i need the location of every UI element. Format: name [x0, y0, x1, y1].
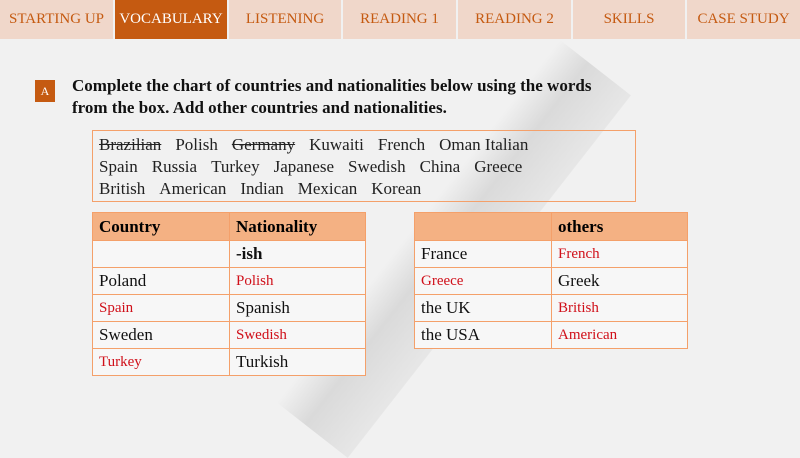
nationality-cell: British [551, 294, 688, 322]
tab-reading-2[interactable]: READING 2 [458, 0, 571, 39]
table-row: Sweden Swedish [92, 321, 366, 349]
tab-listening[interactable]: LISTENING [229, 0, 341, 39]
word-box-row: Brazilian Polish Germany Kuwaiti French Oman … [99, 134, 629, 156]
table-row: Turkey Turkish [92, 348, 366, 376]
word-box-word: Indian [240, 179, 284, 198]
country-cell: Sweden [92, 321, 230, 349]
word-box-word: Japanese [273, 157, 334, 176]
country-cell: Poland [92, 267, 230, 295]
instruction-line-2: from the box. Add other countries and na… [72, 98, 447, 117]
word-box-word: Swedish [348, 157, 406, 176]
word-box-word: Greece [474, 157, 523, 176]
header-others: others [551, 212, 688, 241]
country-cell: Greece [414, 267, 552, 295]
word-box-word: Russia [151, 157, 198, 176]
table-row: Poland Polish [92, 267, 366, 295]
table-row: France French [414, 240, 688, 268]
table-row: Greece Greek [414, 267, 688, 295]
nationality-cell: Greek [551, 267, 688, 295]
word-box-word: Kuwaiti [309, 135, 364, 154]
country-cell: France [414, 240, 552, 268]
word-box-word: Germany [231, 135, 296, 154]
tab-skills[interactable]: SKILLS [573, 0, 685, 39]
country-cell: the UK [414, 294, 552, 322]
suffix-label: -ish [229, 240, 366, 268]
instruction-line-1: Complete the chart of countries and nati… [72, 76, 592, 95]
word-box-word: British [99, 179, 146, 198]
word-box-word: Oman Italian [439, 135, 529, 154]
word-box-word: Spain [99, 157, 138, 176]
word-box: Brazilian Polish Germany Kuwaiti French Oman … [92, 130, 636, 202]
header-nationality: Nationality [229, 212, 366, 241]
nationality-cell: Spanish [229, 294, 366, 322]
section-tabs: STARTING UP VOCABULARY LISTENING READING… [0, 0, 800, 39]
nationality-table-ish: Country Nationality -ish Poland Polish Spai… [92, 212, 366, 376]
country-cell: Turkey [92, 348, 230, 376]
tab-vocabulary[interactable]: VOCABULARY [115, 0, 227, 39]
tab-reading-1[interactable]: READING 1 [343, 0, 456, 39]
word-box-word: Brazilian [99, 135, 162, 154]
word-box-word: American [159, 179, 227, 198]
country-cell: Spain [92, 294, 230, 322]
word-box-word: Korean [371, 179, 422, 198]
word-box-word: French [377, 135, 426, 154]
table-row: the UK British [414, 294, 688, 322]
nationality-cell: Turkish [229, 348, 366, 376]
table-row: the USA American [414, 321, 688, 349]
word-box-word: Turkey [211, 157, 260, 176]
word-box-word: China [419, 157, 461, 176]
word-box-word: Polish [175, 135, 218, 154]
instruction: Complete the chart of countries and nati… [72, 75, 591, 119]
exercise-badge: A [35, 80, 55, 102]
header-country: Country [92, 212, 230, 241]
word-box-row: Spain Russia Turkey Japanese Swedish China Gre… [99, 156, 629, 178]
country-cell: the USA [414, 321, 552, 349]
nationality-cell: French [551, 240, 688, 268]
nationality-cell: American [551, 321, 688, 349]
tab-case-study[interactable]: CASE STUDY [687, 0, 800, 39]
word-box-row: British American Indian Mexican Korean [99, 178, 629, 200]
nationality-cell: Swedish [229, 321, 366, 349]
tab-starting-up[interactable]: STARTING UP [0, 0, 113, 39]
table-row: Spain Spanish [92, 294, 366, 322]
word-box-word: Mexican [297, 179, 358, 198]
nationality-cell: Polish [229, 267, 366, 295]
empty-cell [92, 240, 230, 268]
header-empty [414, 212, 552, 241]
nationality-table-others: others France French Greece Greek the UK Brit… [414, 212, 688, 349]
